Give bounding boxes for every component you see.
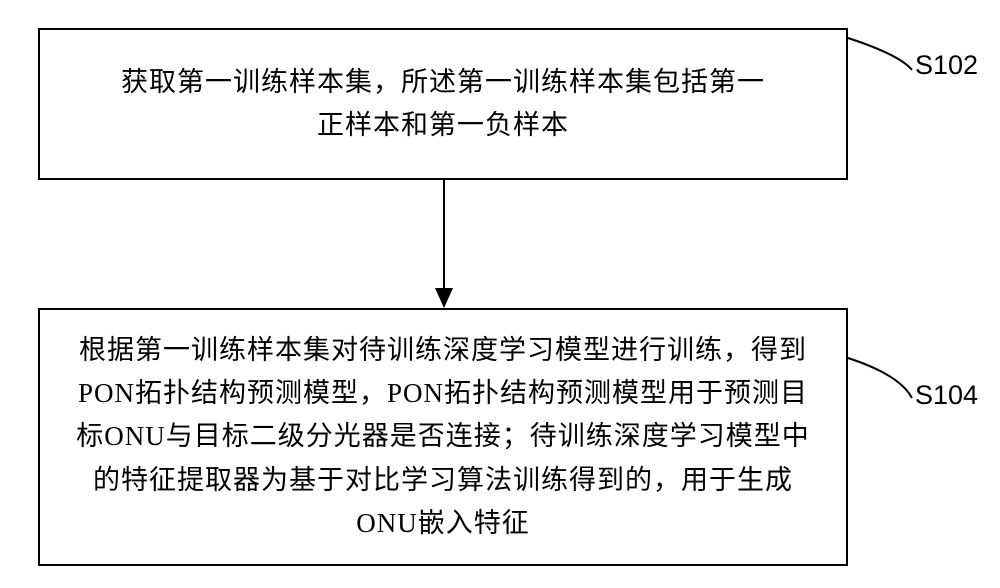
- step-label-s102: S102: [915, 50, 978, 81]
- step-2-text: 根据第一训练样本集对待训练深度学习模型进行训练，得到PON拓扑结构预测模型，PO…: [70, 329, 816, 545]
- step-1-text: 获取第一训练样本集，所述第一训练样本集包括第一正样本和第一负样本: [120, 61, 766, 147]
- leader-curve-1: [848, 38, 912, 70]
- step-box-2: 根据第一训练样本集对待训练深度学习模型进行训练，得到PON拓扑结构预测模型，PO…: [38, 308, 848, 566]
- leader-curve-2: [848, 358, 912, 398]
- arrow-line: [443, 180, 445, 288]
- step-label-s104: S104: [915, 380, 978, 411]
- flow-diagram: 获取第一训练样本集，所述第一训练样本集包括第一正样本和第一负样本 根据第一训练样…: [0, 0, 1000, 588]
- arrow-head-icon: [435, 288, 453, 308]
- step-box-1: 获取第一训练样本集，所述第一训练样本集包括第一正样本和第一负样本: [38, 28, 848, 180]
